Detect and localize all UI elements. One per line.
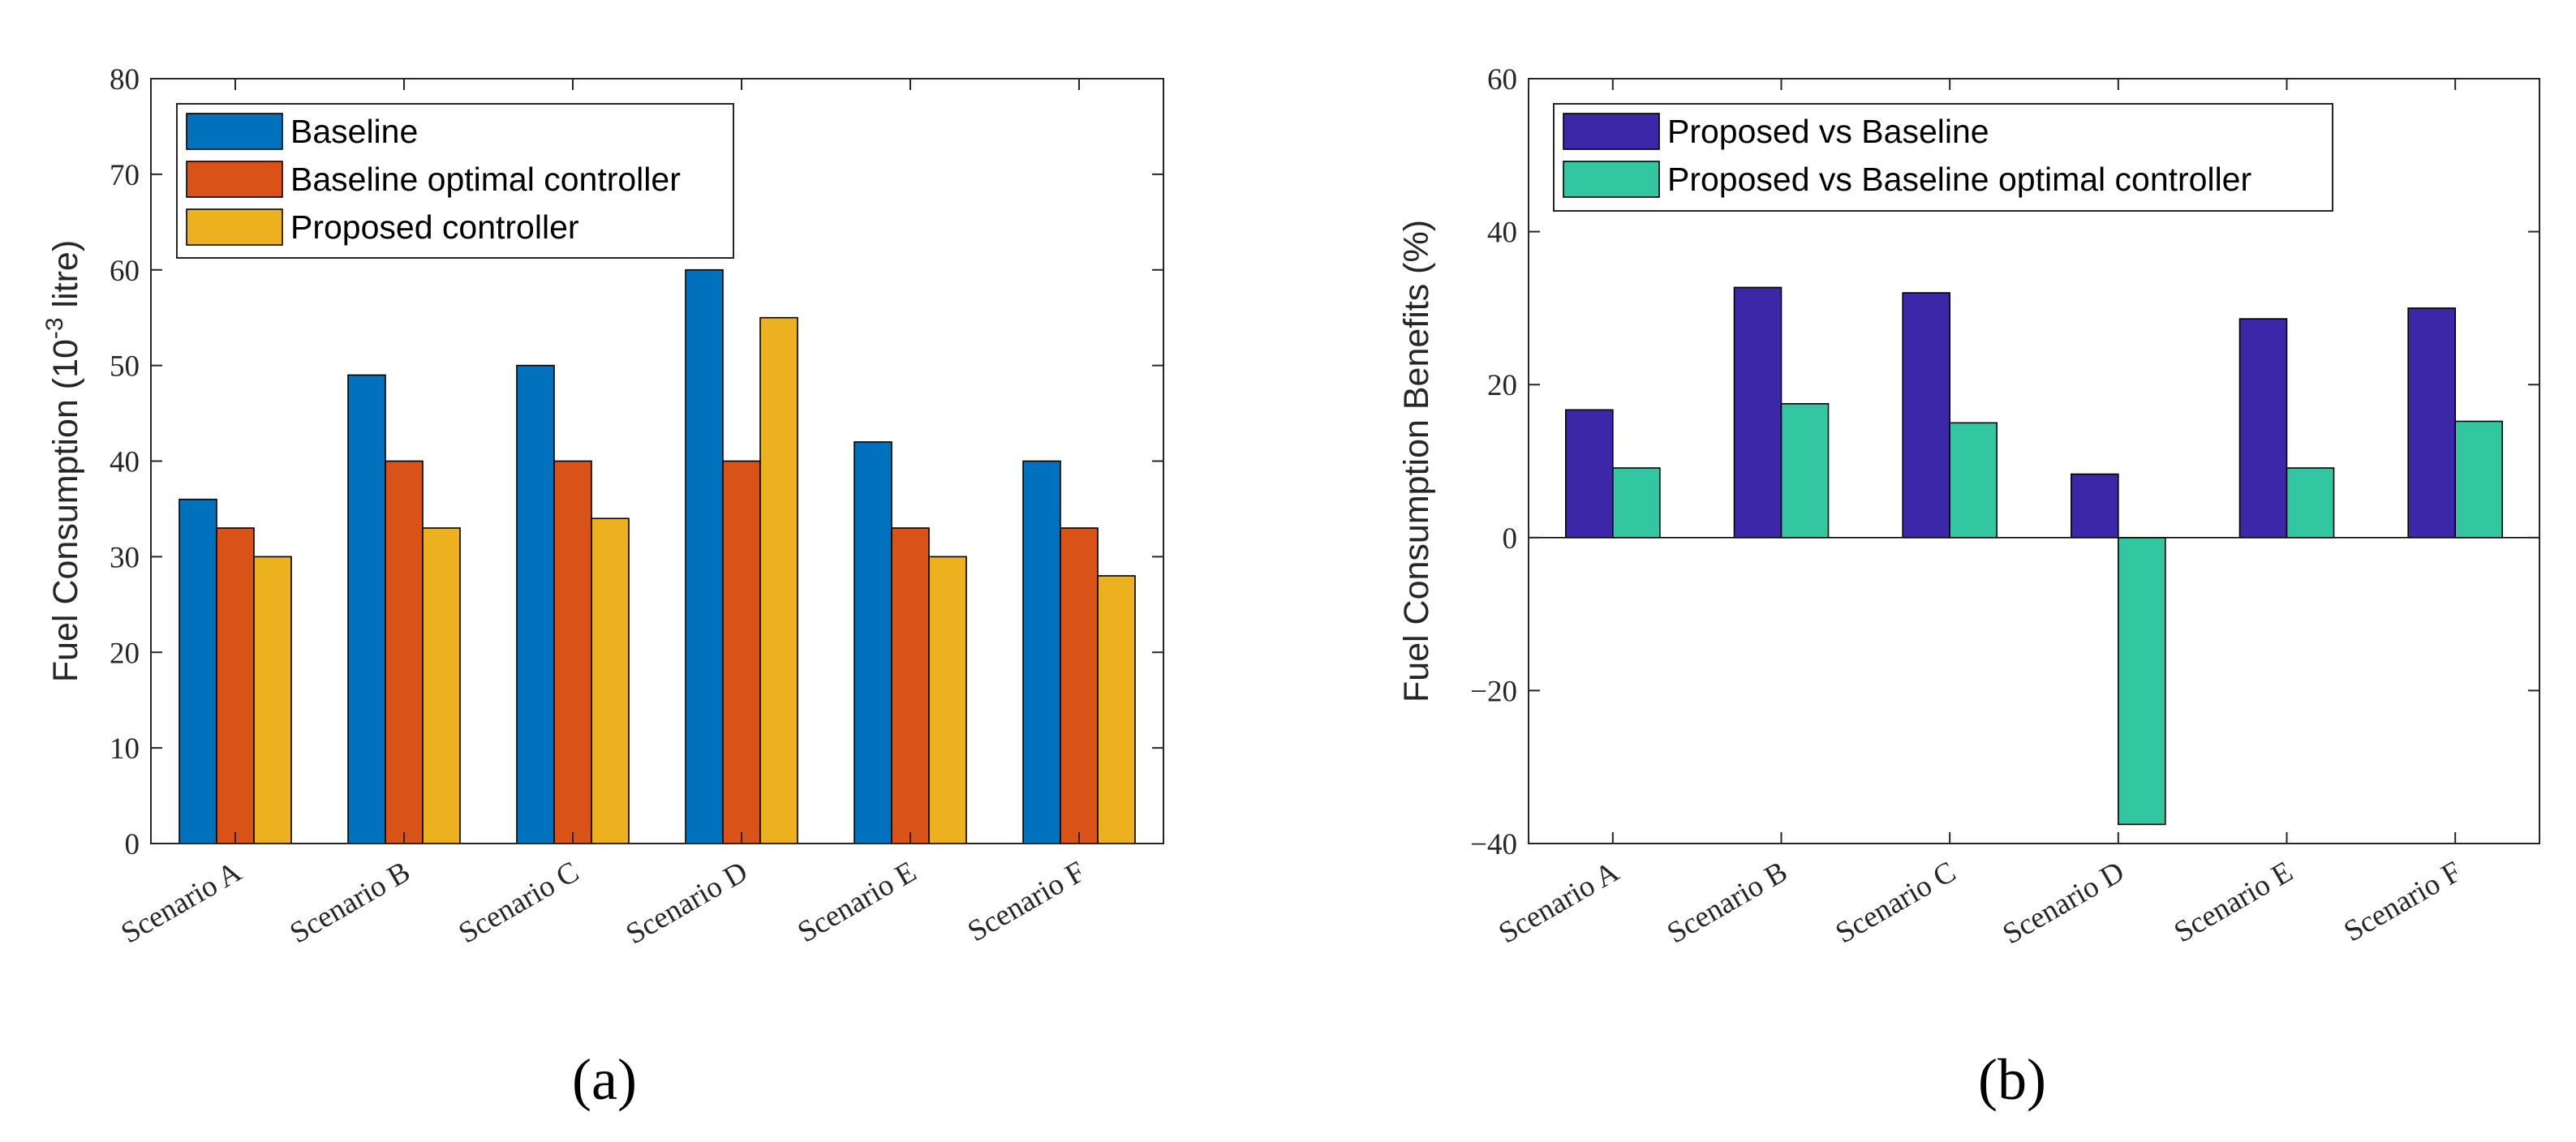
y-tick-label-b-2: 0 [1503,522,1518,556]
bar-a-s2-5 [1097,575,1136,844]
bar-b-s1-2 [1949,422,1998,539]
legend-label-b-1: Proposed vs Baseline optimal controller [1667,161,2251,198]
bar-a-s2-1 [422,527,461,844]
bar-a-s0-3 [685,268,724,844]
panel-label-a: (a) [572,1047,637,1112]
x-tick-label-b-2: Scenario C [1830,855,1962,950]
legend-label-a-0: Baseline [290,113,418,150]
bar-b-s0-4 [2238,318,2288,539]
y-tick-label-a-4: 40 [110,446,140,479]
y-axis-label-b: Fuel Consumption Benefits (%) [1397,220,1436,702]
y-tick-label-a-6: 60 [110,255,140,288]
legend-label-b-0: Proposed vs Baseline [1667,113,1989,150]
bar-b-s0-0 [1565,409,1614,539]
bar-a-s1-0 [216,527,255,844]
chart-a: 0 10 20 30 40 50 60 70 80 Scenario A Scenario B Sc… [41,63,1164,951]
y-tick-label-b-4: 40 [1487,217,1517,250]
bar-b-s0-5 [2407,307,2456,539]
bar-b-s0-1 [1733,286,1783,539]
y-tick-label-a-8: 80 [110,63,140,97]
x-tick-label-b-4: Scenario E [2169,855,2299,949]
x-tick-label-b-1: Scenario B [1662,855,1793,950]
x-tick-label-a-2: Scenario C [454,855,585,950]
bar-b-s1-4 [2286,467,2335,539]
bar-a-s1-5 [1060,527,1099,844]
x-tick-label-a-1: Scenario B [285,855,416,950]
legend-swatch-a-1 [186,161,283,198]
bar-b-s1-0 [1612,467,1661,539]
bar-a-s0-0 [178,498,217,844]
x-tick-label-b-0: Scenario A [1493,855,1624,950]
y-axis-label-a-unit: litre) [46,240,85,318]
bar-b-s1-3 [2118,536,2166,826]
bar-b-s1-1 [1780,402,1830,539]
bar-a-s1-3 [722,460,761,844]
bar-a-s1-1 [385,460,424,844]
legend-swatch-b-1 [1563,161,1660,198]
x-tick-label-a-0: Scenario A [116,855,247,950]
y-axis-label-a: Fuel Consumption (10-3 litre) [41,240,85,682]
y-tick-label-b-0: −40 [1470,828,1517,861]
legend-a: Baseline Baseline optimal controller Propo… [176,103,734,259]
bar-b-s0-3 [2071,473,2119,539]
y-tick-label-b-3: 20 [1487,369,1517,402]
x-tick-label-a-4: Scenario E [792,855,922,949]
bar-a-s0-2 [516,364,555,844]
y-tick-label-a-7: 70 [110,159,140,192]
bar-a-s1-4 [891,527,930,844]
legend-swatch-a-2 [186,208,283,246]
bar-a-s1-2 [553,460,592,844]
bar-a-s0-4 [854,441,892,844]
bar-a-s0-1 [347,374,386,844]
y-ticks-b: −40 −20 0 20 40 60 [1470,63,2539,861]
y-tick-label-a-3: 30 [110,541,140,574]
y-tick-label-a-0: 0 [125,828,140,861]
legend-label-a-1: Baseline optimal controller [290,161,681,198]
bar-a-s2-3 [759,316,798,844]
y-axis-label-a-exponent: -3 [41,317,68,339]
x-tick-label-a-5: Scenario F [962,855,1090,948]
x-tick-label-b-5: Scenario F [2338,855,2466,948]
legend-swatch-a-0 [186,113,283,150]
x-tick-label-b-3: Scenario D [1998,855,2131,951]
panel-label-b: (b) [1978,1047,2046,1112]
bar-a-s0-5 [1022,460,1061,844]
y-axis-label-a-main: Fuel Consumption (10 [46,339,85,682]
y-ticks-a: 0 10 20 30 40 50 60 70 80 [110,63,1163,861]
bars-group-b [1565,286,2503,826]
chart-b: −40 −20 0 20 40 60 Scenario A Scenario B Scenar… [1397,63,2540,951]
y-tick-label-a-5: 50 [110,350,140,384]
axes-b [1528,78,2540,844]
bar-a-s2-0 [253,556,292,844]
axes-box-b [1528,78,2540,844]
y-tick-label-a-2: 20 [110,637,140,670]
legend-b: Proposed vs Baseline Proposed vs Baseline… [1553,103,2333,212]
legend-box-b [1553,103,2333,212]
y-tick-label-b-5: 60 [1487,63,1517,97]
legend-swatch-b-0 [1563,113,1660,150]
bar-b-s0-2 [1902,292,1950,539]
bar-a-s2-2 [591,517,630,844]
y-tick-label-a-1: 10 [110,732,140,766]
x-tick-label-a-3: Scenario D [621,855,754,951]
legend-label-a-2: Proposed controller [290,208,579,246]
y-tick-label-b-1: −20 [1470,675,1517,708]
bar-a-s2-4 [928,556,967,844]
bars-group-a [178,268,1136,844]
bar-b-s1-5 [2454,420,2503,539]
